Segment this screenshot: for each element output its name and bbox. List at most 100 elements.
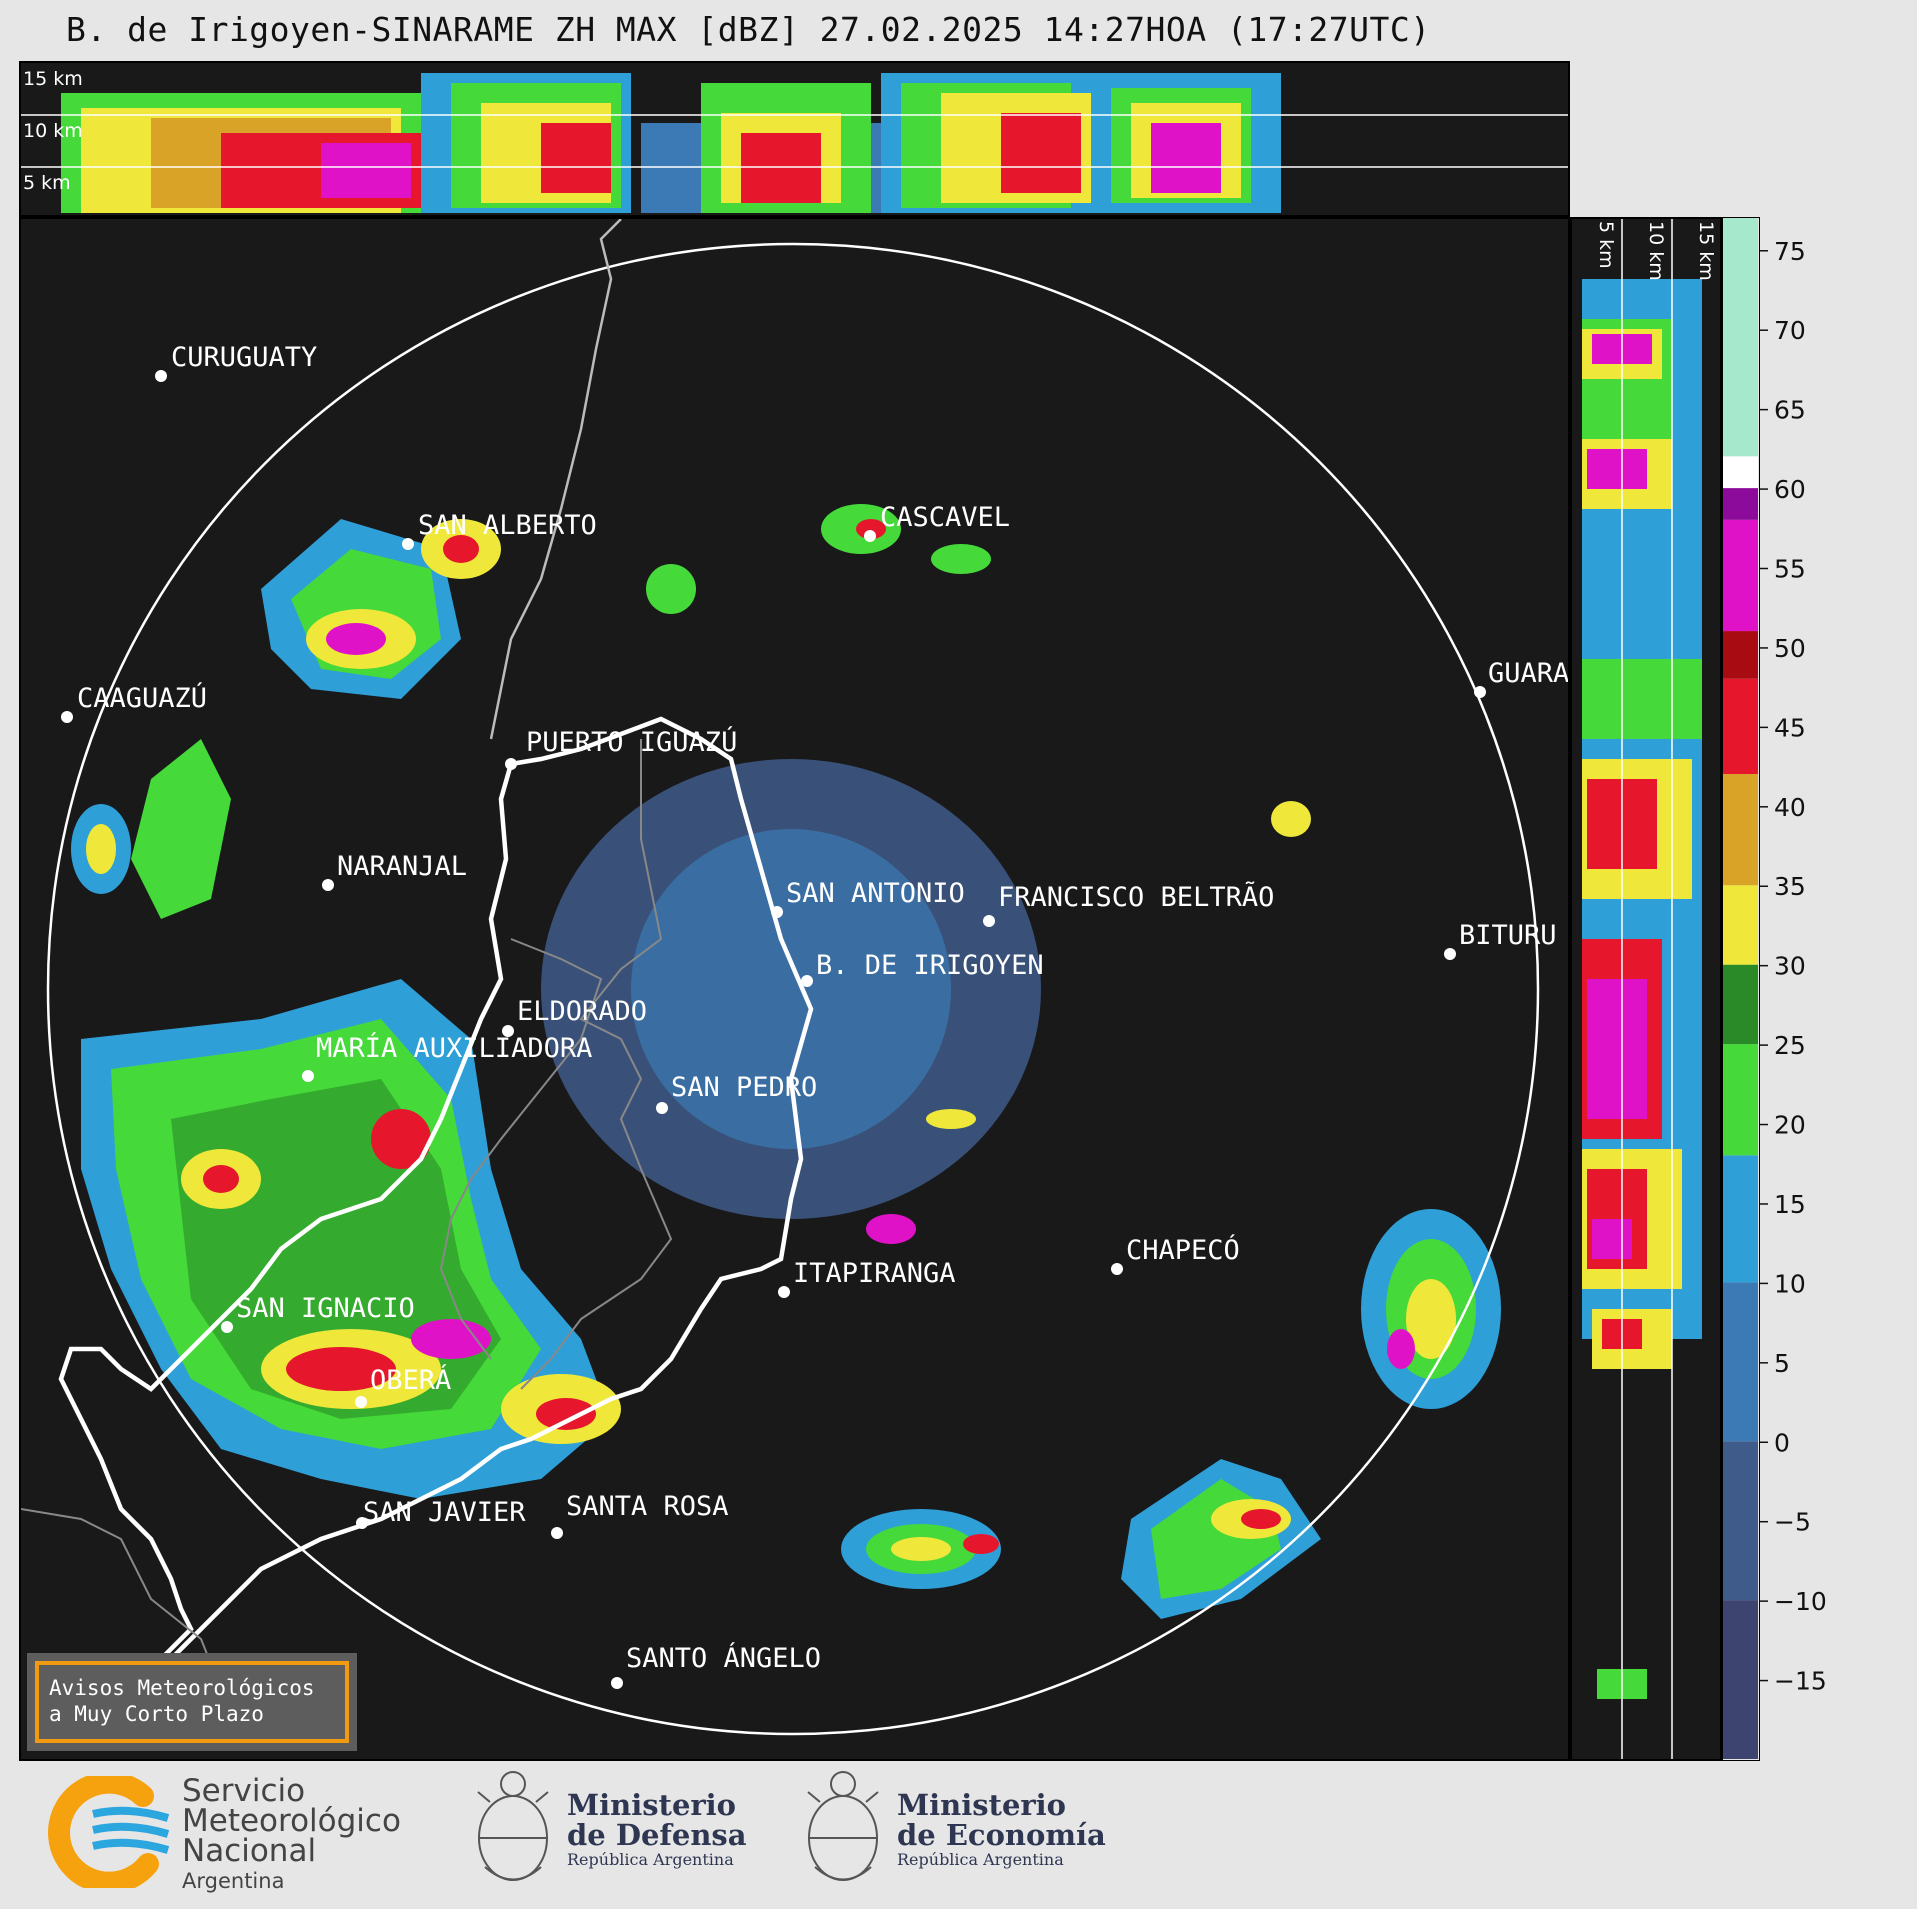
top-echoes	[61, 73, 1281, 213]
colorbar-tick-label: 70	[1774, 316, 1806, 345]
province-boundary	[520, 739, 673, 1390]
defensa-title-1: Ministerio	[567, 1788, 737, 1822]
right-height-label-5: 5 km	[1595, 221, 1617, 269]
city-dot-naranjal	[322, 879, 334, 891]
city-label-san-javier: SAN JAVIER	[363, 1497, 526, 1528]
coat-of-arms-icon	[477, 1771, 549, 1881]
colorbar-tick-label: 65	[1774, 396, 1806, 425]
city-dot-cascavel	[864, 530, 876, 542]
top-cross-section-plot: 15 km 10 km 5 km	[21, 68, 1568, 213]
range-ring	[46, 242, 1540, 1736]
city-label-itapiranga: ITAPIRANGA	[793, 1258, 956, 1289]
border-argentina-brazil	[149, 716, 814, 1681]
colorbar-swatch	[1723, 1441, 1758, 1601]
colorbar-tick-label: 40	[1774, 793, 1806, 822]
city-dot-bituru	[1444, 948, 1456, 960]
city-label-francisco-beltrao: FRANCISCO BELTRÃO	[998, 881, 1274, 913]
city-dot-curuguaty	[155, 370, 167, 382]
colorbar-tick-label: 55	[1774, 555, 1806, 584]
radar-map-panel: CURUGUATY SAN ALBERTO CASCAVEL CAAGUAZÚ …	[19, 217, 1570, 1761]
city-dot-santa-rosa	[551, 1527, 563, 1539]
city-dot-itapiranga	[778, 1286, 790, 1298]
colorbar-tick-label: −15	[1774, 1667, 1827, 1696]
city-dot-san-javier	[356, 1517, 368, 1529]
city-dot-santo-angelo	[611, 1677, 623, 1689]
colorbar-swatch	[1723, 631, 1758, 679]
colorbar-swatch	[1723, 519, 1758, 632]
colorbar-swatch	[1723, 774, 1758, 886]
city-label-san-pedro: SAN PEDRO	[671, 1072, 817, 1103]
city-dot-san-ignacio	[221, 1321, 233, 1333]
city-label-san-alberto: SAN ALBERTO	[418, 510, 597, 541]
economia-title-2: de Economía	[897, 1818, 1106, 1852]
warning-box: Avisos Meteorológicos a Muy Corto Plazo	[27, 1653, 357, 1751]
colorbar-tick-label: 75	[1774, 237, 1806, 266]
coat-of-arms-icon-2	[807, 1771, 879, 1881]
department-boundary-sw	[21, 1508, 222, 1690]
smn-logo-text: Servicio Meteorológico Nacional Argentin…	[182, 1776, 401, 1896]
economia-logo-text: Ministerio de Economía República Argenti…	[897, 1790, 1106, 1869]
colorbar-tick-label: 50	[1774, 634, 1806, 663]
city-label-san-antonio: SAN ANTONIO	[786, 878, 965, 909]
borders	[21, 219, 814, 1720]
city-label-eldorado: ELDORADO	[517, 996, 647, 1027]
colorbar-swatch	[1723, 1600, 1758, 1759]
city-label-caaguazu: CAAGUAZÚ	[77, 682, 207, 714]
colorbar-swatch	[1723, 1044, 1758, 1156]
warning-line-1: Avisos Meteorológicos	[49, 1676, 315, 1700]
colorbar-tick-label: 25	[1774, 1031, 1806, 1060]
colorbar-swatch	[1723, 1282, 1758, 1442]
top-cross-section-panel: 15 km 10 km 5 km	[19, 61, 1570, 217]
colorbar-swatches	[1723, 218, 1758, 1759]
border-paraguay-brazil	[489, 219, 622, 740]
colorbar-tick-label: 60	[1774, 475, 1806, 504]
city-dot-chapeco	[1111, 1263, 1123, 1275]
smn-line-3: Nacional	[182, 1833, 317, 1869]
colorbar-swatch	[1723, 1155, 1758, 1283]
colorbar-tick-label: 45	[1774, 713, 1806, 742]
right-cross-section-plot: 5 km 10 km 15 km	[1582, 219, 1717, 1759]
radar-map: CURUGUATY SAN ALBERTO CASCAVEL CAAGUAZÚ …	[21, 219, 1568, 1736]
city-label-b-de-irigoyen: B. DE IRIGOYEN	[816, 950, 1044, 981]
economia-title-1: Ministerio	[897, 1788, 1067, 1822]
city-label-obera: OBERÁ	[370, 1364, 451, 1396]
colorbar-tick-label: 0	[1774, 1428, 1790, 1457]
colorbar-tick-label: 15	[1774, 1190, 1806, 1219]
precipitation-echoes	[71, 504, 1501, 1619]
city-label-san-ignacio: SAN IGNACIO	[236, 1293, 415, 1324]
top-height-label-15: 15 km	[23, 68, 83, 90]
city-dot-obera	[355, 1396, 367, 1408]
smn-line-2: Meteorológico	[182, 1803, 401, 1839]
colorbar-tick-label: 10	[1774, 1269, 1806, 1298]
city-dot-francisco-beltrao	[983, 915, 995, 927]
smn-line-1: Servicio	[182, 1773, 306, 1809]
city-label-santo-angelo: SANTO ÁNGELO	[626, 1642, 821, 1674]
defensa-title-2: de Defensa	[567, 1818, 747, 1852]
colorbar-tick-label: −5	[1774, 1508, 1811, 1537]
city-dot-san-antonio	[771, 906, 783, 918]
colorbar-swatch	[1723, 456, 1758, 489]
city-dot-san-pedro	[656, 1102, 668, 1114]
city-dot-eldorado	[502, 1025, 514, 1037]
city-dot-puerto-iguazu	[505, 758, 517, 770]
colorbar-tick-label: 30	[1774, 952, 1806, 981]
right-height-label-10: 10 km	[1645, 221, 1667, 281]
top-height-label-5: 5 km	[23, 172, 71, 194]
city-label-naranjal: NARANJAL	[337, 851, 467, 882]
city-label-maria-auxiliadora: MARÍA AUXILIADORA	[316, 1032, 592, 1064]
colorbar-tick-label: 5	[1774, 1349, 1790, 1378]
city-dot-caaguazu	[61, 711, 73, 723]
city-dot-san-alberto	[402, 538, 414, 550]
right-cross-section-panel: 5 km 10 km 15 km	[1570, 217, 1722, 1761]
city-label-chapeco: CHAPECÓ	[1126, 1234, 1240, 1266]
colorbar-swatch	[1723, 488, 1758, 520]
warning-box-inner: Avisos Meteorológicos a Muy Corto Plazo	[35, 1661, 349, 1743]
right-echoes	[1582, 279, 1702, 1699]
colorbar	[1722, 217, 1760, 1761]
colorbar-tick-label: 20	[1774, 1111, 1806, 1140]
city-label-puerto-iguazu: PUERTO IGUAZÚ	[526, 726, 737, 758]
economia-sub: República Argentina	[897, 1850, 1064, 1869]
colorbar-tick-label: 35	[1774, 872, 1806, 901]
smn-logo-icon	[48, 1776, 170, 1888]
